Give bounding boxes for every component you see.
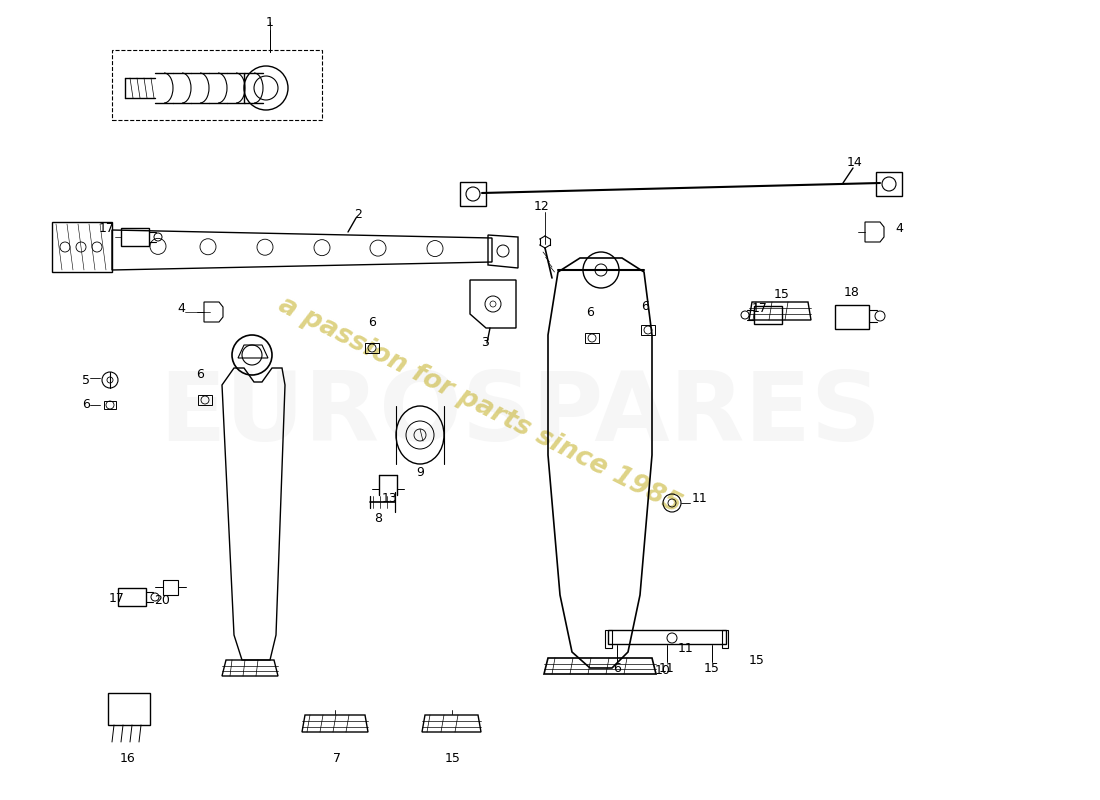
Text: 6: 6 — [82, 398, 90, 411]
Bar — [198, 395, 212, 405]
Text: 17: 17 — [109, 591, 125, 605]
Text: 15: 15 — [446, 751, 461, 765]
Text: 17: 17 — [752, 302, 768, 314]
Bar — [585, 333, 600, 343]
Text: 12: 12 — [535, 201, 550, 214]
Text: 11: 11 — [678, 642, 694, 654]
Bar — [108, 693, 150, 725]
Bar — [112, 50, 322, 120]
Text: 4: 4 — [177, 302, 185, 314]
Bar — [835, 305, 869, 329]
Text: 11: 11 — [692, 491, 707, 505]
Text: 17: 17 — [99, 222, 116, 234]
Text: 9: 9 — [416, 466, 424, 478]
Text: 11: 11 — [659, 662, 675, 674]
Text: 1: 1 — [266, 15, 274, 29]
Bar — [608, 630, 726, 644]
Text: 3: 3 — [481, 337, 488, 350]
Text: 6: 6 — [641, 299, 649, 313]
Bar — [104, 401, 116, 409]
Text: 18: 18 — [844, 286, 860, 298]
Text: 14: 14 — [847, 157, 862, 170]
Text: 8: 8 — [374, 511, 382, 525]
Bar — [754, 306, 782, 324]
Bar — [121, 228, 148, 246]
Text: 13: 13 — [382, 491, 398, 505]
Text: 6: 6 — [613, 662, 620, 674]
Text: 15: 15 — [749, 654, 764, 666]
Text: 15: 15 — [704, 662, 719, 674]
Text: EUROSPARES: EUROSPARES — [160, 369, 881, 462]
Text: 4: 4 — [895, 222, 903, 234]
Text: a passion for parts since 1985: a passion for parts since 1985 — [274, 292, 685, 518]
Text: 2: 2 — [354, 209, 362, 222]
Text: 6: 6 — [196, 369, 204, 382]
Text: 6: 6 — [368, 317, 376, 330]
Bar — [641, 325, 654, 335]
Text: 6: 6 — [586, 306, 594, 319]
Bar — [365, 343, 380, 353]
Text: 10: 10 — [656, 663, 671, 677]
Text: 5: 5 — [82, 374, 90, 386]
Bar — [118, 588, 146, 606]
Text: 16: 16 — [120, 751, 136, 765]
Text: 7: 7 — [333, 751, 341, 765]
Text: 15: 15 — [774, 287, 790, 301]
Text: 20: 20 — [154, 594, 169, 606]
